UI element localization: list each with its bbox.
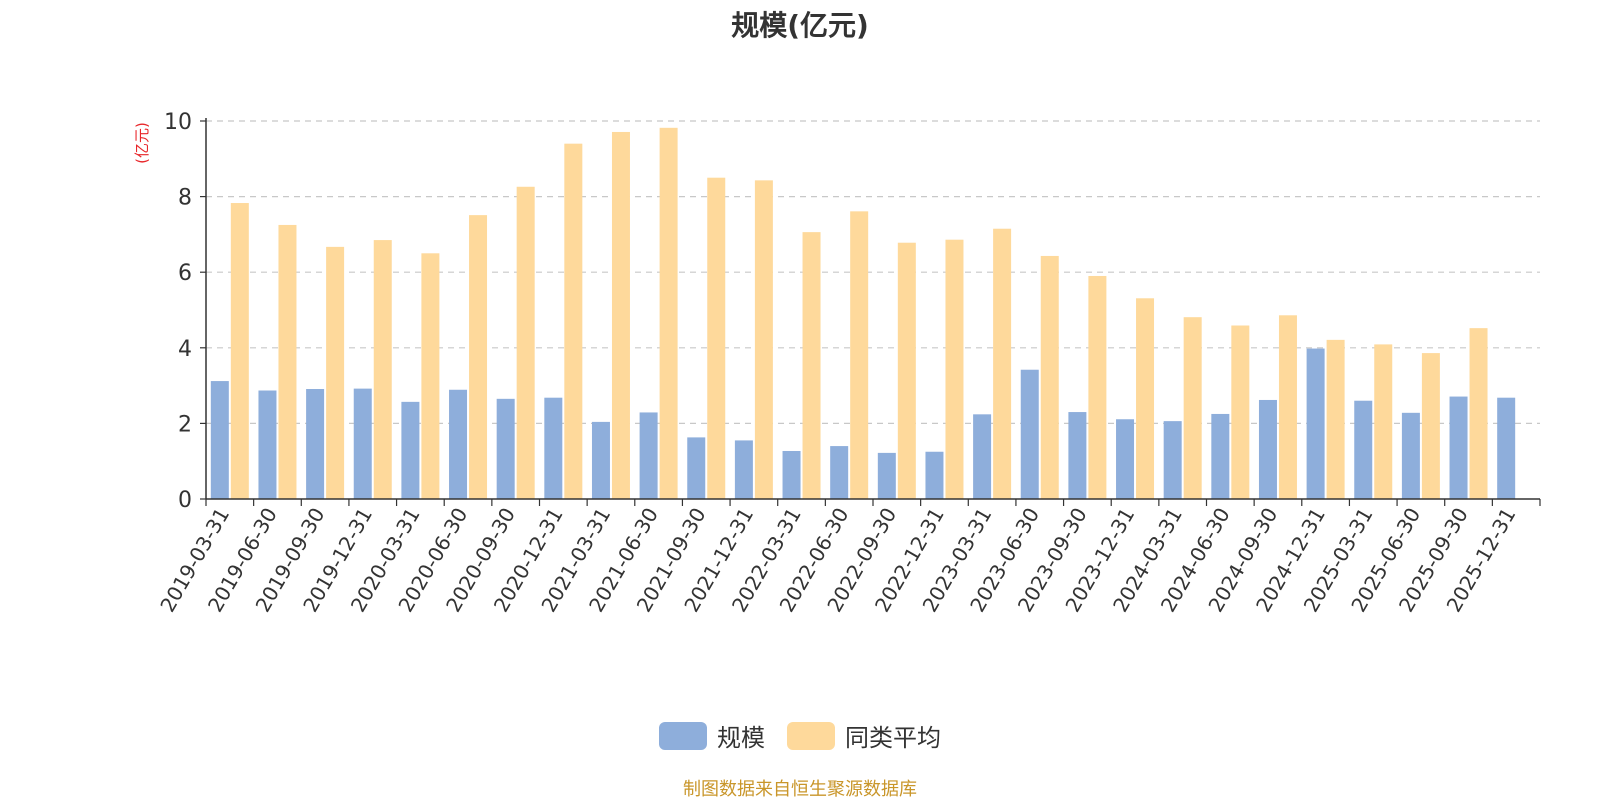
bar-peer-average[interactable] xyxy=(373,240,392,499)
bar-scale[interactable] xyxy=(353,388,372,499)
legend-swatch-peer-average xyxy=(787,721,835,750)
legend-item-peer-average[interactable]: 同类平均 xyxy=(787,718,941,753)
bar-peer-average[interactable] xyxy=(945,239,964,499)
bar-scale[interactable] xyxy=(1497,397,1516,499)
bar-peer-average[interactable] xyxy=(1469,328,1488,499)
bar-peer-average[interactable] xyxy=(897,242,916,499)
bar-peer-average[interactable] xyxy=(230,203,249,499)
y-tick-label: 4 xyxy=(178,337,192,362)
legend-label-peer-average: 同类平均 xyxy=(845,724,941,752)
y-tick-label: 0 xyxy=(178,488,192,513)
bar-scale[interactable] xyxy=(1354,400,1373,499)
bar-peer-average[interactable] xyxy=(564,143,583,499)
y-axis-title: (亿元) xyxy=(133,122,151,164)
bar-scale[interactable] xyxy=(734,440,753,499)
bar-scale[interactable] xyxy=(544,397,563,499)
bar-peer-average[interactable] xyxy=(1183,317,1202,499)
bar-scale[interactable] xyxy=(1306,348,1325,499)
bar-scale[interactable] xyxy=(1020,369,1039,499)
bar-peer-average[interactable] xyxy=(1136,298,1155,499)
bar-scale[interactable] xyxy=(1449,396,1468,499)
legend-label-scale: 规模 xyxy=(717,724,765,752)
bar-scale[interactable] xyxy=(1116,419,1135,499)
bar-peer-average[interactable] xyxy=(1326,339,1345,499)
bar-peer-average[interactable] xyxy=(1231,325,1250,499)
bar-peer-average[interactable] xyxy=(611,131,630,499)
bar-peer-average[interactable] xyxy=(802,232,821,499)
bar-scale[interactable] xyxy=(1258,399,1277,499)
bar-peer-average[interactable] xyxy=(659,127,678,499)
bar-scale[interactable] xyxy=(449,389,468,499)
bar-peer-average[interactable] xyxy=(993,228,1012,500)
source-note: 制图数据来自恒生聚源数据库 xyxy=(683,779,917,800)
bar-scale[interactable] xyxy=(1163,421,1182,499)
bar-peer-average[interactable] xyxy=(1278,315,1297,499)
bar-peer-average[interactable] xyxy=(1374,344,1393,499)
bar-peer-average[interactable] xyxy=(1040,255,1059,499)
bar-scale[interactable] xyxy=(401,401,420,499)
bar-scale[interactable] xyxy=(925,451,944,499)
bar-peer-average[interactable] xyxy=(1421,353,1440,499)
bar-peer-average[interactable] xyxy=(278,224,297,499)
bar-peer-average[interactable] xyxy=(1088,275,1107,499)
bar-scale[interactable] xyxy=(258,390,277,499)
bar-scale[interactable] xyxy=(1401,412,1420,499)
bar-peer-average[interactable] xyxy=(421,253,440,499)
y-tick-label: 8 xyxy=(178,186,192,211)
bar-scale[interactable] xyxy=(496,398,515,499)
bar-peer-average[interactable] xyxy=(326,246,345,499)
bar-scale[interactable] xyxy=(591,421,610,499)
bars xyxy=(210,127,1516,500)
legend: 规模 同类平均 xyxy=(0,718,1600,753)
bar-peer-average[interactable] xyxy=(850,211,869,500)
legend-swatch-scale xyxy=(659,721,707,750)
bar-scale[interactable] xyxy=(306,389,325,499)
bar-scale[interactable] xyxy=(830,446,849,499)
chart-title: 规模(亿元) xyxy=(731,9,869,42)
y-tick-label: 6 xyxy=(178,261,192,286)
bar-scale[interactable] xyxy=(210,381,229,499)
bar-scale[interactable] xyxy=(1211,413,1230,499)
bar-scale[interactable] xyxy=(687,437,706,499)
bar-scale[interactable] xyxy=(1068,412,1087,499)
bar-scale[interactable] xyxy=(877,452,896,499)
bar-scale[interactable] xyxy=(973,414,992,499)
bar-peer-average[interactable] xyxy=(754,180,773,499)
bar-scale[interactable] xyxy=(782,450,801,499)
legend-item-scale[interactable]: 规模 xyxy=(659,718,765,753)
bar-scale[interactable] xyxy=(639,412,658,499)
bar-peer-average[interactable] xyxy=(707,177,726,499)
y-tick-label: 2 xyxy=(178,412,192,437)
bar-peer-average[interactable] xyxy=(469,215,488,499)
bar-peer-average[interactable] xyxy=(516,186,535,499)
y-tick-label: 10 xyxy=(164,110,192,135)
